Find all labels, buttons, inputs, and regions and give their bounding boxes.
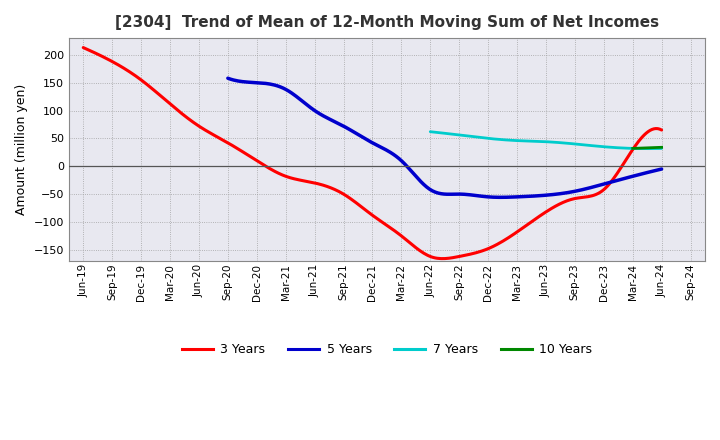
5 Years <box>657 166 666 172</box>
5 Years <box>225 76 233 81</box>
Title: [2304]  Trend of Mean of 12-Month Moving Sum of Net Incomes: [2304] Trend of Mean of 12-Month Moving … <box>114 15 659 30</box>
3 Years <box>657 128 666 133</box>
5 Years <box>223 76 232 81</box>
3 Years <box>423 253 432 258</box>
3 Years <box>421 252 430 257</box>
7 Years <box>657 146 666 151</box>
3 Years <box>438 256 447 261</box>
7 Years <box>567 141 576 147</box>
5 Years <box>482 194 490 199</box>
3 Years <box>568 196 577 202</box>
7 Years <box>427 129 436 134</box>
Y-axis label: Amount (million yen): Amount (million yen) <box>15 84 28 215</box>
7 Years <box>636 146 644 151</box>
7 Years <box>644 146 652 151</box>
7 Years <box>563 141 572 146</box>
Legend: 3 Years, 5 Years, 7 Years, 10 Years: 3 Years, 5 Years, 7 Years, 10 Years <box>176 338 598 362</box>
3 Years <box>81 46 89 51</box>
5 Years <box>489 194 498 200</box>
3 Years <box>79 45 88 50</box>
Line: 7 Years: 7 Years <box>431 132 662 149</box>
10 Years <box>629 146 637 151</box>
7 Years <box>564 141 572 146</box>
7 Years <box>621 146 629 151</box>
Line: 10 Years: 10 Years <box>633 147 662 148</box>
5 Years <box>480 194 489 199</box>
5 Years <box>590 184 599 189</box>
5 Years <box>496 194 505 200</box>
10 Years <box>657 145 666 150</box>
5 Years <box>618 176 627 182</box>
3 Years <box>433 256 441 261</box>
Line: 5 Years: 5 Years <box>228 78 662 197</box>
7 Years <box>426 129 435 134</box>
3 Years <box>605 181 613 187</box>
Line: 3 Years: 3 Years <box>84 48 662 259</box>
